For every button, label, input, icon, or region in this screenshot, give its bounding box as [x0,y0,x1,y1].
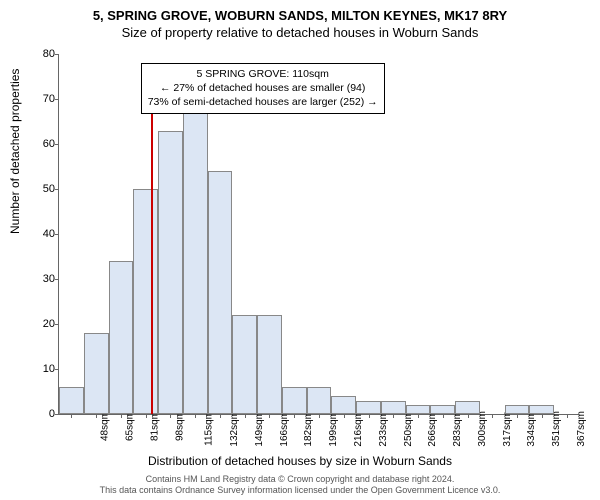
x-tick-label: 266sqm [427,411,438,447]
y-tick-mark [55,279,59,280]
y-tick-mark [55,189,59,190]
x-tick-label: 216sqm [353,411,364,447]
x-tick-mark [418,414,419,418]
x-tick-mark [170,414,171,418]
x-tick-label: 334sqm [526,411,537,447]
histogram-bar [505,405,530,414]
x-tick-mark [567,414,568,418]
x-tick-label: 132sqm [229,411,240,447]
y-tick-label: 20 [25,318,55,330]
x-tick-mark [71,414,72,418]
x-tick-mark [468,414,469,418]
annotation-line: ← 27% of detached houses are smaller (94… [148,81,378,95]
x-tick-mark [443,414,444,418]
y-tick-label: 10 [25,363,55,375]
x-tick-label: 351sqm [551,411,562,447]
histogram-bar [84,333,109,414]
reference-line [151,104,153,414]
x-tick-label: 48sqm [100,411,111,441]
x-tick-mark [220,414,221,418]
x-tick-label: 367sqm [576,411,587,447]
y-tick-mark [55,144,59,145]
y-tick-label: 30 [25,273,55,285]
chart-footer: Contains HM Land Registry data © Crown c… [0,474,600,497]
histogram-bar [109,261,134,414]
y-tick-label: 70 [25,93,55,105]
x-tick-label: 317sqm [502,411,513,447]
histogram-bar [257,315,282,414]
y-axis-label: Number of detached properties [8,69,22,234]
x-tick-label: 233sqm [378,411,389,447]
x-tick-mark [393,414,394,418]
histogram-bar [455,401,480,415]
x-tick-mark [146,414,147,418]
x-tick-label: 115sqm [204,411,215,446]
y-tick-label: 60 [25,138,55,150]
histogram-bar [59,387,84,414]
y-tick-label: 40 [25,228,55,240]
footer-line-2: This data contains Ordnance Survey infor… [0,485,600,496]
x-tick-mark [294,414,295,418]
x-tick-mark [245,414,246,418]
y-tick-label: 50 [25,183,55,195]
histogram-bar [232,315,257,414]
chart-title: 5, SPRING GROVE, WOBURN SANDS, MILTON KE… [0,0,600,25]
x-tick-mark [96,414,97,418]
y-tick-mark [55,54,59,55]
histogram-bar [331,396,356,414]
x-tick-mark [121,414,122,418]
x-axis-label: Distribution of detached houses by size … [0,454,600,468]
y-tick-label: 0 [25,408,55,420]
y-tick-mark [55,369,59,370]
x-tick-label: 81sqm [149,411,160,441]
histogram-bar [183,113,208,415]
y-tick-mark [55,324,59,325]
x-tick-mark [517,414,518,418]
histogram-bar [307,387,332,414]
histogram-bar [356,401,381,415]
histogram-bar [529,405,554,414]
x-tick-label: 182sqm [304,411,315,447]
chart-subtitle: Size of property relative to detached ho… [0,25,600,44]
histogram-bar [406,405,431,414]
x-tick-mark [492,414,493,418]
x-tick-mark [542,414,543,418]
y-tick-label: 80 [25,48,55,60]
y-tick-mark [55,99,59,100]
histogram-bar [133,189,158,414]
x-tick-mark [369,414,370,418]
x-tick-mark [195,414,196,418]
plot-area: 0102030405060708048sqm65sqm81sqm98sqm115… [58,54,579,415]
x-tick-label: 283sqm [452,411,463,447]
annotation-box: 5 SPRING GROVE: 110sqm← 27% of detached … [141,63,385,114]
x-tick-label: 250sqm [403,411,414,447]
annotation-line: 73% of semi-detached houses are larger (… [148,95,378,109]
x-tick-mark [269,414,270,418]
x-tick-label: 300sqm [477,411,488,447]
x-tick-mark [319,414,320,418]
x-tick-label: 199sqm [328,411,339,447]
histogram-bar [381,401,406,415]
y-tick-mark [55,234,59,235]
histogram-bar [158,131,183,415]
footer-line-1: Contains HM Land Registry data © Crown c… [0,474,600,485]
x-tick-mark [344,414,345,418]
x-tick-label: 166sqm [279,411,290,447]
x-tick-label: 98sqm [174,411,185,441]
histogram-bar [208,171,233,414]
histogram-bar [430,405,455,414]
annotation-line: 5 SPRING GROVE: 110sqm [148,67,378,81]
histogram-bar [282,387,307,414]
y-tick-mark [55,414,59,415]
x-tick-label: 149sqm [254,411,265,447]
x-tick-label: 65sqm [125,411,136,441]
